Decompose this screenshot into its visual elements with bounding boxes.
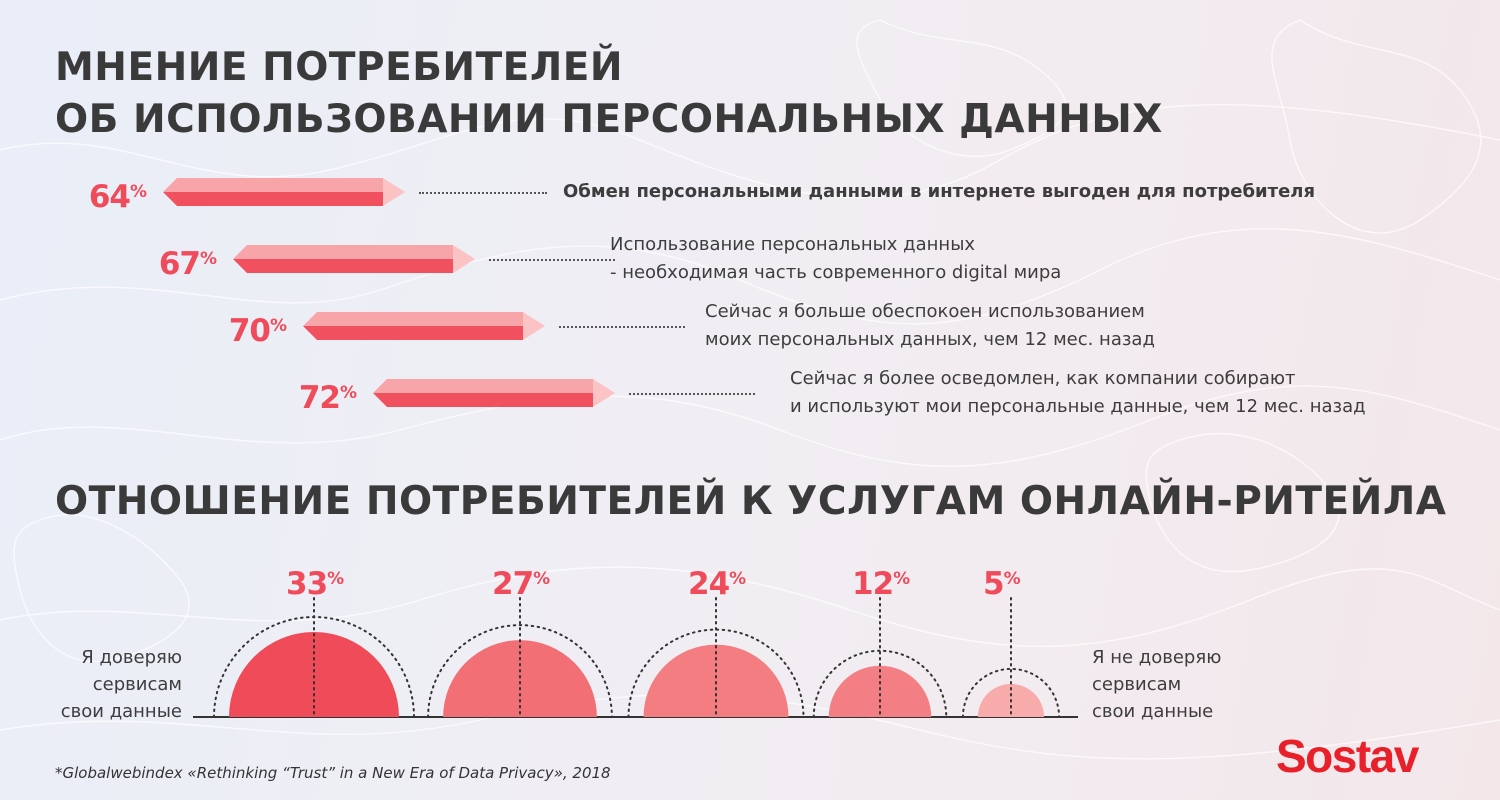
trust-label-right-line: свои данные: [1092, 701, 1214, 722]
bar-value-label-sign: %: [199, 249, 217, 269]
semicircle-value-label-sign: %: [729, 569, 747, 589]
semicircle-value-label-sign: %: [1003, 569, 1021, 589]
semicircle-value-label-sign: %: [327, 569, 345, 589]
semicircle-value-label-sign: %: [533, 569, 551, 589]
semicircle-value-label: 27%: [492, 566, 551, 602]
chart-title-line-1: МНЕНИЕ ПОТРЕБИТЕЛЕЙ: [55, 45, 623, 90]
bar-value-label-sign: %: [129, 182, 147, 202]
bar-category-label: - необходимая часть современного digital…: [610, 262, 1062, 283]
semicircle-value-label-sign: %: [893, 569, 911, 589]
sostav-logo: Sostav: [1276, 730, 1419, 782]
trust-label-left-line: свои данные: [60, 701, 182, 722]
bar-value-label: 70%: [228, 313, 287, 349]
bar-category-label: моих персональных данных, чем 12 мес. на…: [705, 329, 1155, 350]
bar-value-label: 67%: [158, 246, 217, 282]
bar-category-label: и используют мои персональные данные, че…: [790, 396, 1366, 417]
trust-label-left-line: Я доверяю: [81, 647, 182, 668]
source-footnote: *Globalwebindex «Rethinking “Trust” in a…: [55, 764, 611, 782]
trust-label-left-line: сервисам: [92, 674, 182, 695]
trust-label-right-line: Я не доверяю: [1092, 647, 1222, 668]
trust-label-right: Я не доверяю сервисам свои данные: [1092, 644, 1221, 725]
semicircle-value-label: 12%: [852, 566, 911, 602]
chart-title-line-2: ОБ ИСПОЛЬЗОВАНИИ ПЕРСОНАЛЬНЫХ ДАННЫХ: [55, 97, 1163, 142]
bar-value-label-sign: %: [339, 383, 357, 403]
bar-category-label: Использование персональных данных: [610, 234, 976, 255]
semicircle-value-label: 24%: [688, 566, 747, 602]
semicircle-value-label: 5%: [983, 566, 1021, 602]
trust-label-left: Я доверяю сервисам свои данные: [61, 644, 182, 725]
bar-value-label-sign: %: [269, 316, 287, 336]
bar-category-label: Обмен персональными данными в интернете …: [563, 181, 1316, 202]
bar-category-label: Сейчас я больше обеспокоен использование…: [705, 301, 1145, 322]
trust-label-right-line: сервисам: [1092, 674, 1182, 695]
bar-value-label: 72%: [298, 380, 357, 416]
leader-line: [629, 393, 755, 395]
leader-line: [489, 259, 615, 261]
leader-line: [419, 192, 547, 194]
chart-title-2: ОТНОШЕНИЕ ПОТРЕБИТЕЛЕЙ К УСЛУГАМ ОНЛАЙН-…: [55, 479, 1447, 524]
bar-category-label: Сейчас я более осведомлен, как компании …: [790, 368, 1296, 389]
leader-line: [559, 326, 685, 328]
bar-value-label: 64%: [88, 179, 147, 215]
semicircle-value-label: 33%: [286, 566, 345, 602]
